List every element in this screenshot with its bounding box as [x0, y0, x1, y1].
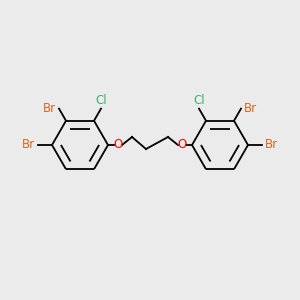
Text: Br: Br [43, 102, 56, 115]
Text: Cl: Cl [193, 94, 205, 106]
Text: O: O [113, 139, 123, 152]
Text: Cl: Cl [95, 94, 107, 106]
Text: O: O [177, 139, 187, 152]
Text: Br: Br [265, 139, 278, 152]
Text: Br: Br [22, 139, 35, 152]
Text: Br: Br [244, 102, 257, 115]
